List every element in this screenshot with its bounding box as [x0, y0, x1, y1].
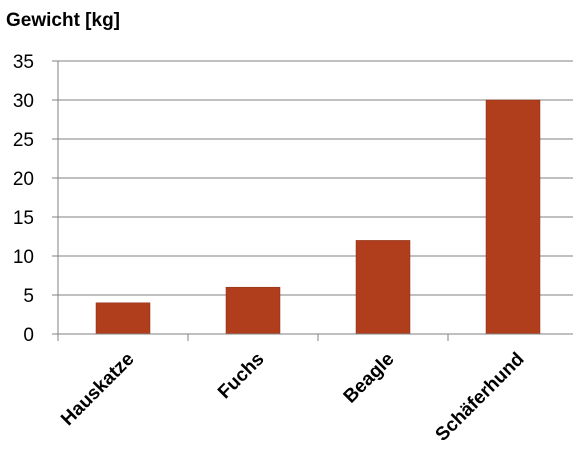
- bar-hauskatze: [95, 302, 151, 335]
- x-tick-label-schäferhund: Schäferhund: [432, 349, 529, 446]
- x-tick-labels: Hauskatze Fuchs Beagle Schäferhund: [57, 349, 528, 446]
- y-tick-label: 15: [13, 208, 34, 229]
- bar-beagle: [355, 240, 411, 335]
- x-tick-label-hauskatze: Hauskatze: [57, 349, 138, 430]
- y-tick-label: 25: [13, 130, 34, 151]
- y-tick-label: 20: [13, 169, 34, 190]
- bar-fuchs: [225, 286, 281, 335]
- bar-schäferhund: [485, 99, 541, 335]
- y-tick-label: 35: [13, 52, 34, 73]
- bars: [95, 99, 541, 335]
- y-tick-labels: 0 5 10 15 20 25 30 35: [13, 52, 34, 346]
- y-tick-label: 10: [13, 247, 34, 268]
- gridlines: [58, 60, 573, 296]
- axes: [52, 60, 573, 341]
- x-tick-label-fuchs: Fuchs: [214, 349, 268, 403]
- y-axis-label: Gewicht [kg]: [6, 10, 120, 31]
- x-tick-label-beagle: Beagle: [340, 349, 399, 408]
- y-tick-label: 30: [13, 91, 34, 112]
- y-tick-label: 0: [23, 325, 34, 346]
- y-tick-label: 5: [23, 286, 34, 307]
